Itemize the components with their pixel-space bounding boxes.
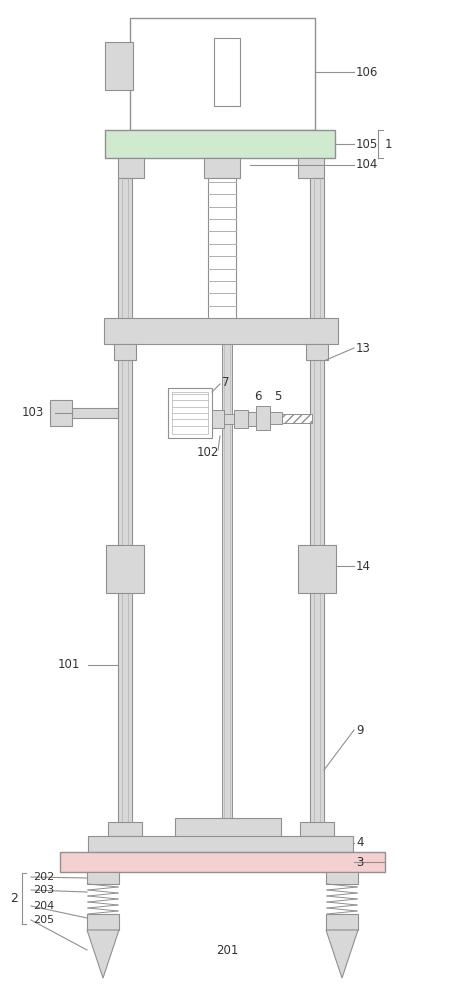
Bar bbox=[256, 406, 270, 430]
Bar bbox=[208, 178, 236, 320]
Bar bbox=[298, 158, 324, 178]
Bar bbox=[104, 318, 338, 344]
Bar bbox=[172, 392, 208, 434]
Bar bbox=[175, 818, 281, 838]
Text: 104: 104 bbox=[356, 158, 378, 172]
Bar bbox=[310, 178, 324, 840]
Bar bbox=[114, 344, 136, 360]
Bar bbox=[106, 545, 144, 593]
Bar bbox=[118, 178, 132, 840]
Text: 105: 105 bbox=[356, 137, 378, 150]
Text: 6: 6 bbox=[254, 389, 261, 402]
Text: 3: 3 bbox=[356, 856, 363, 868]
Bar bbox=[282, 414, 312, 423]
Bar bbox=[105, 42, 133, 90]
Text: 103: 103 bbox=[22, 406, 44, 420]
Bar bbox=[168, 388, 212, 438]
Polygon shape bbox=[326, 930, 358, 978]
Bar bbox=[87, 872, 119, 884]
Text: 102: 102 bbox=[197, 446, 219, 458]
Text: 205: 205 bbox=[33, 915, 54, 925]
Text: 5: 5 bbox=[274, 389, 281, 402]
Bar bbox=[87, 914, 119, 930]
Bar bbox=[130, 18, 315, 130]
Bar bbox=[298, 545, 336, 593]
Text: 13: 13 bbox=[356, 342, 371, 355]
Bar bbox=[60, 852, 385, 872]
Bar bbox=[118, 158, 144, 178]
Bar bbox=[60, 408, 118, 418]
Bar bbox=[270, 412, 282, 424]
Text: 202: 202 bbox=[33, 872, 54, 882]
Text: 14: 14 bbox=[356, 560, 371, 572]
Bar bbox=[212, 410, 224, 428]
Text: 7: 7 bbox=[222, 375, 230, 388]
Text: 201: 201 bbox=[216, 944, 238, 956]
Text: 2: 2 bbox=[10, 892, 18, 904]
Bar bbox=[204, 158, 240, 178]
Polygon shape bbox=[87, 930, 119, 978]
Text: 203: 203 bbox=[33, 885, 54, 895]
Bar bbox=[50, 400, 72, 426]
Bar bbox=[222, 320, 232, 840]
Text: 1: 1 bbox=[385, 137, 392, 150]
Bar bbox=[88, 836, 353, 852]
Text: 106: 106 bbox=[356, 66, 378, 79]
Bar bbox=[248, 412, 256, 426]
Text: 9: 9 bbox=[356, 724, 363, 736]
Bar bbox=[326, 872, 358, 884]
Bar bbox=[105, 130, 335, 158]
Bar bbox=[306, 344, 328, 360]
Bar bbox=[234, 410, 248, 428]
Text: 204: 204 bbox=[33, 901, 54, 911]
Bar bbox=[224, 414, 234, 424]
Text: 4: 4 bbox=[356, 836, 363, 850]
Bar bbox=[300, 822, 334, 836]
Text: 101: 101 bbox=[58, 658, 80, 672]
Bar bbox=[108, 822, 142, 836]
Bar bbox=[326, 914, 358, 930]
Bar bbox=[214, 38, 240, 106]
